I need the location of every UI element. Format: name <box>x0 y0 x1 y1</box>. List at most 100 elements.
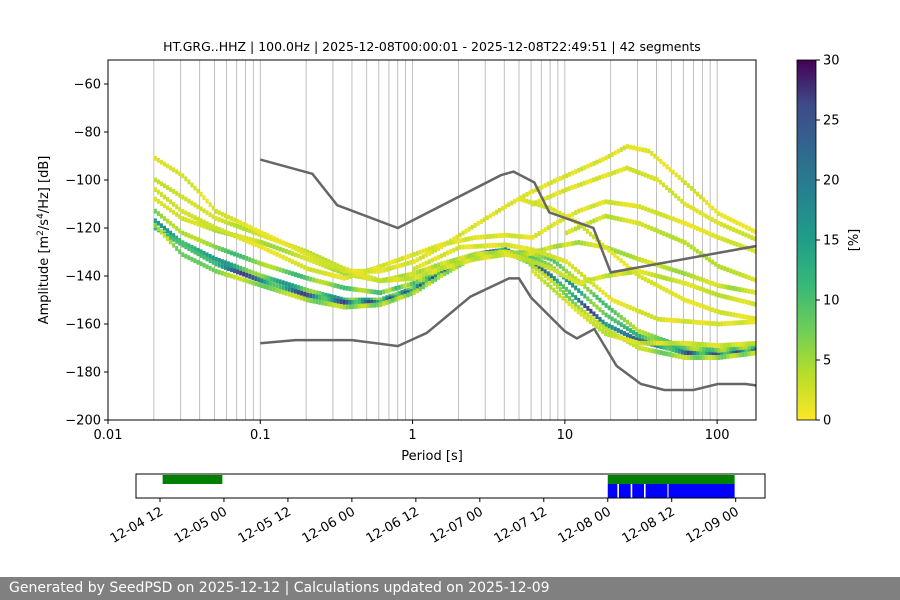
density-cell <box>172 233 176 238</box>
density-cell <box>348 268 352 274</box>
density-cell <box>528 199 532 205</box>
density-cell <box>272 282 276 288</box>
density-cell <box>491 250 495 256</box>
density-cell <box>388 298 392 304</box>
density-cell <box>175 235 179 241</box>
density-cell <box>233 217 237 223</box>
density-cell <box>208 258 212 264</box>
density-cell <box>239 270 243 276</box>
density-cell <box>476 256 480 262</box>
density-cell <box>714 261 718 267</box>
density-cell <box>546 271 550 277</box>
density-cell <box>598 201 602 206</box>
density-cell <box>717 264 721 269</box>
density-cell <box>519 255 523 261</box>
density-cell <box>552 254 556 260</box>
density-cell <box>531 268 535 274</box>
density-cell <box>233 251 237 257</box>
density-cell <box>628 305 632 310</box>
density-cell <box>156 226 160 232</box>
density-cell <box>205 264 209 270</box>
density-cell <box>692 246 696 252</box>
density-cell <box>686 282 690 287</box>
density-cell <box>702 197 706 203</box>
density-cell <box>595 295 599 300</box>
density-cell <box>750 351 754 356</box>
density-cell <box>540 254 544 259</box>
density-cell <box>625 144 629 149</box>
density-cell <box>631 219 635 225</box>
density-cell <box>272 265 276 271</box>
density-cell <box>196 251 200 257</box>
density-cell <box>750 301 754 306</box>
density-cell <box>342 271 346 276</box>
density-cell <box>598 307 602 313</box>
density-cell <box>643 172 647 178</box>
density-band <box>153 144 756 274</box>
density-cell <box>701 320 705 326</box>
density-cell <box>674 345 678 351</box>
density-cell <box>427 259 431 265</box>
density-cell <box>607 273 611 278</box>
density-cell <box>711 290 715 296</box>
density-cell <box>607 199 611 205</box>
density-cell <box>437 243 441 249</box>
density-cell <box>677 294 681 300</box>
density-cell <box>519 245 523 250</box>
density-cell <box>211 260 215 265</box>
density-cell <box>430 278 435 284</box>
density-cell <box>555 220 559 225</box>
density-cell <box>467 258 471 264</box>
density-cell <box>704 255 708 261</box>
density-cell <box>656 273 660 279</box>
density-cell <box>159 229 163 235</box>
density-cell <box>625 270 629 276</box>
density-cell <box>665 276 669 281</box>
density-cell <box>409 260 413 265</box>
density-cell <box>315 268 319 274</box>
density-cell <box>561 242 566 248</box>
density-cell <box>552 178 556 184</box>
density-cell <box>330 294 334 300</box>
density-cell <box>671 340 675 346</box>
density-cell <box>702 228 706 234</box>
density-cell <box>455 234 459 240</box>
density-cell <box>558 176 562 181</box>
density-cell <box>640 222 645 228</box>
density-cell <box>479 255 483 261</box>
density-cell <box>516 254 520 260</box>
density-cell <box>287 287 291 292</box>
density-cell <box>714 347 718 353</box>
density-cell <box>156 189 160 195</box>
density-cell <box>458 260 462 266</box>
density-cell <box>303 296 307 302</box>
density-cell <box>695 355 700 360</box>
availability-layer <box>162 475 735 498</box>
density-cell <box>376 302 380 308</box>
density-cell <box>595 314 599 320</box>
density-cell <box>187 246 191 252</box>
density-cell <box>613 310 617 316</box>
density-cell <box>172 167 176 173</box>
density-cell <box>747 341 751 347</box>
density-cell <box>290 259 294 265</box>
density-cell <box>558 257 562 262</box>
density-cell <box>443 252 447 257</box>
density-cell <box>166 233 170 239</box>
density-cell <box>461 260 465 265</box>
density-cell <box>689 319 693 325</box>
density-cell <box>309 293 313 299</box>
density-cell <box>430 257 434 263</box>
density-cell <box>668 340 672 346</box>
density-cell <box>732 346 736 351</box>
density-cell <box>619 271 623 277</box>
density-cell <box>708 289 712 295</box>
density-cell <box>522 245 526 251</box>
density-cell <box>193 202 197 208</box>
density-cell <box>659 344 663 349</box>
density-cell <box>178 214 182 220</box>
density-cell <box>501 249 505 255</box>
density-cell <box>589 204 593 210</box>
density-cell <box>306 252 310 257</box>
density-cell <box>680 354 684 360</box>
